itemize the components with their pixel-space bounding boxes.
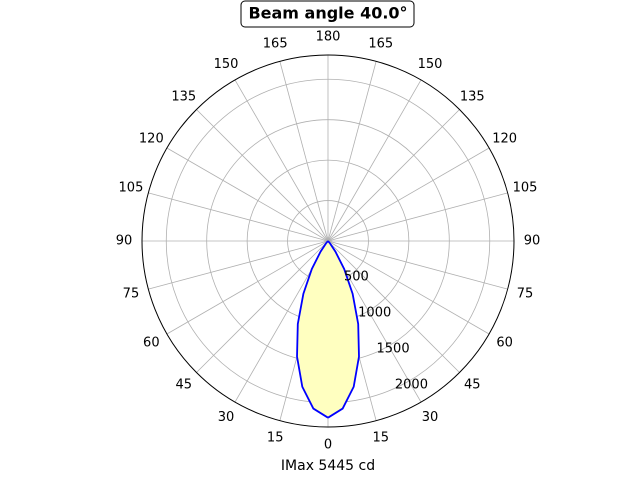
angle-grid-line	[327, 240, 508, 290]
angle-tick-label: 45	[464, 378, 481, 393]
outer-circle	[141, 54, 515, 428]
radial-tick-label: 500	[344, 270, 369, 285]
angle-tick-label: 90	[524, 234, 541, 249]
angle-grid-line	[166, 240, 329, 335]
angle-grid-line	[196, 109, 329, 242]
angle-grid-line	[279, 61, 329, 242]
plot-area: 0 15 15 30 30 45 45 60 60 75 75 90 90 105 105 120 120 135…	[116, 30, 541, 453]
angle-tick-label: 75	[517, 286, 534, 301]
angle-tick-label: 105	[513, 181, 538, 196]
angle-tick-label: 60	[143, 336, 160, 351]
angle-tick-label: 165	[368, 36, 393, 51]
angle-tick-label: 0	[324, 438, 332, 453]
angle-tick-label: 150	[418, 57, 443, 72]
title-box	[240, 0, 415, 28]
angle-grid-line	[234, 79, 329, 242]
radial-tick-label: 1000	[358, 306, 391, 321]
angle-grid-line	[327, 192, 508, 242]
angle-tick-label: 180	[316, 30, 341, 45]
radial-tick-label: 1500	[377, 342, 410, 357]
beam-line	[296, 240, 329, 419]
angle-tick-label: 135	[460, 89, 485, 104]
angle-grid-line	[327, 240, 460, 373]
angle-tick-label: 30	[422, 410, 439, 425]
angle-tick-label: 15	[267, 431, 284, 446]
angle-tick-label: 75	[123, 286, 140, 301]
x-axis-label: IMax 5445 cd	[281, 458, 375, 474]
angle-tick-label: 30	[218, 410, 235, 425]
angle-tick-label: 90	[116, 234, 133, 249]
angle-grid-line	[148, 240, 329, 290]
beam-line	[327, 240, 360, 419]
angle-grid-line	[327, 79, 422, 242]
angle-tick-label: 165	[263, 36, 288, 51]
angle-tick-label: 120	[139, 132, 164, 147]
angle-tick-label: 120	[492, 132, 517, 147]
radial-tick-label: 2000	[395, 378, 428, 393]
angle-grid-line	[196, 240, 329, 373]
angle-tick-label: 135	[171, 89, 196, 104]
angle-tick-label: 150	[214, 57, 239, 72]
beam-area	[297, 241, 328, 418]
beam-area	[328, 241, 359, 418]
angle-grid-line	[327, 61, 377, 242]
angle-tick-label: 105	[119, 181, 144, 196]
angle-tick-label: 15	[373, 431, 390, 446]
angle-grid-line	[327, 147, 490, 242]
angle-grid-line	[148, 192, 329, 242]
angle-tick-label: 45	[175, 378, 192, 393]
angle-grid-line	[327, 109, 460, 242]
angle-grid-line	[166, 147, 329, 242]
angle-grid-line	[327, 240, 490, 335]
chart-title: Beam angle 40.0°	[248, 4, 407, 23]
angle-tick-label: 60	[496, 336, 513, 351]
